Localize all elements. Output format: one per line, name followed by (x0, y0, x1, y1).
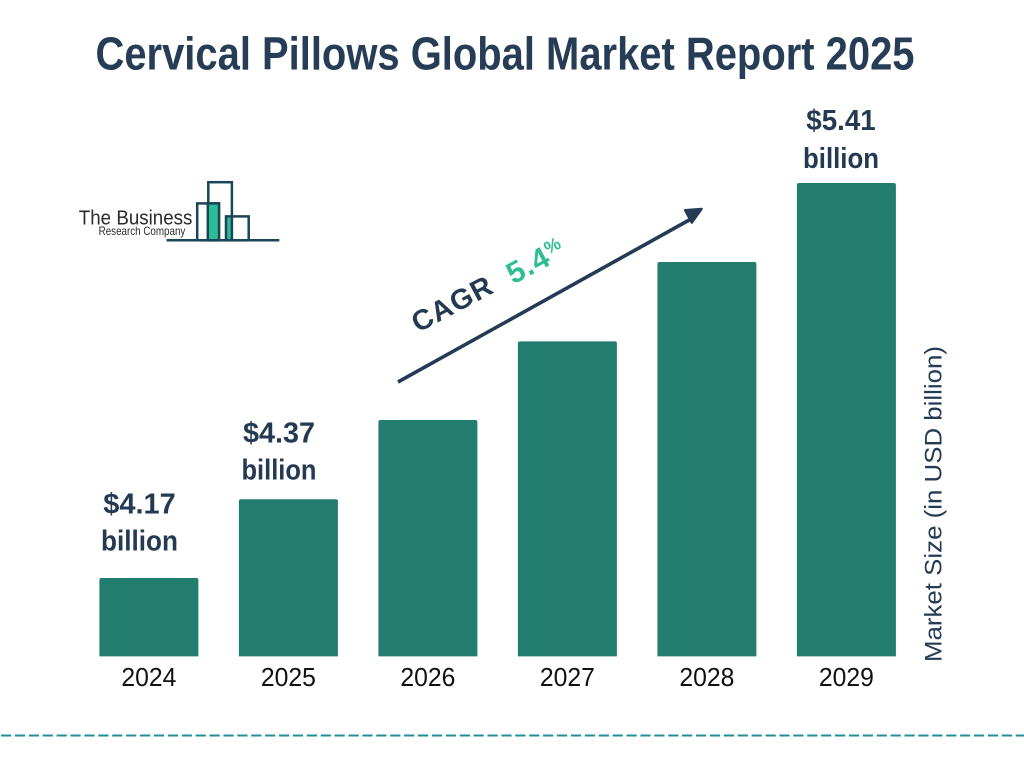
svg-text:2027: 2027 (540, 662, 595, 692)
svg-text:Research Company: Research Company (99, 224, 186, 238)
svg-text:Market Size (in USD billion): Market Size (in USD billion) (921, 346, 948, 662)
svg-text:2026: 2026 (400, 662, 455, 692)
svg-text:2024: 2024 (121, 662, 176, 692)
svg-text:2028: 2028 (679, 662, 734, 692)
svg-text:billion: billion (803, 143, 879, 175)
svg-text:2025: 2025 (261, 662, 316, 692)
svg-text:$4.37: $4.37 (243, 418, 315, 450)
svg-text:billion: billion (101, 525, 178, 557)
svg-text:$5.41: $5.41 (806, 105, 875, 137)
svg-text:billion: billion (242, 455, 317, 487)
svg-text:The Business: The Business (79, 207, 193, 229)
svg-text:Cervical Pillows Global Market: Cervical Pillows Global Market Report 20… (96, 28, 915, 80)
svg-text:$4.17: $4.17 (103, 489, 176, 521)
svg-text:2029: 2029 (819, 662, 874, 692)
